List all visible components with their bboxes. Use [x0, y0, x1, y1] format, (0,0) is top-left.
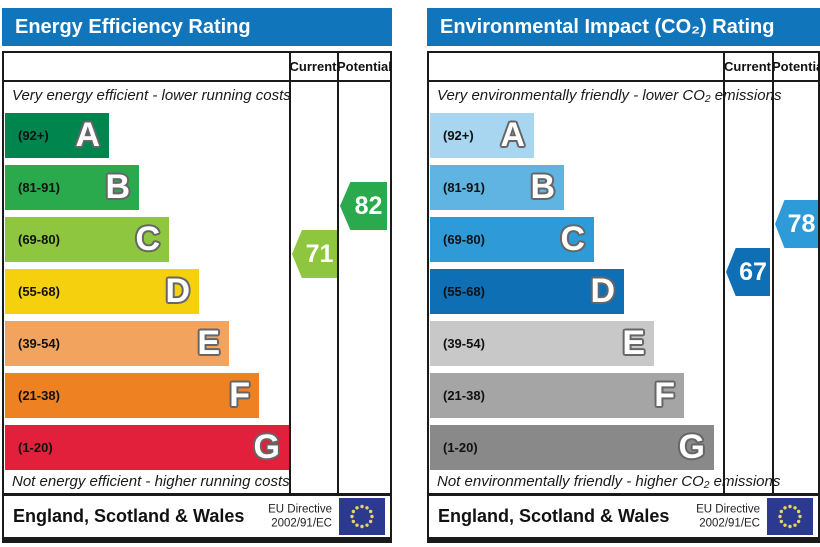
band-range-label: (81-91): [443, 180, 485, 195]
band-letter: F: [229, 376, 250, 414]
column-divider: [337, 53, 339, 493]
band-letter: E: [197, 324, 220, 362]
band-d: (55-68) D: [430, 269, 624, 314]
band-c: (69-80) C: [5, 217, 169, 262]
chart-title: Energy Efficiency Rating: [2, 8, 392, 46]
band-range-label: (55-68): [18, 284, 60, 299]
table-header-row: Current Potential: [429, 53, 820, 82]
band-letter: D: [165, 272, 190, 310]
band-letter: C: [560, 220, 585, 258]
band-range-label: (69-80): [18, 232, 60, 247]
eu-flag-icon: [339, 498, 385, 535]
potential-rating-marker: 78: [775, 200, 818, 248]
band-range-label: (69-80): [443, 232, 485, 247]
band-g: (1-20) G: [5, 425, 289, 470]
chart-title: Environmental Impact (CO₂) Rating: [427, 8, 820, 46]
band-letter: F: [654, 376, 675, 414]
eu-flag-icon: [767, 498, 813, 535]
band-a: (92+) A: [5, 113, 109, 158]
region-label: England, Scotland & Wales: [13, 506, 245, 526]
band-letter: G: [253, 428, 280, 466]
band-range-label: (21-38): [18, 388, 60, 403]
eu-directive-line1: EU Directive: [268, 503, 332, 516]
table-header-row: Current Potential: [4, 53, 392, 82]
column-header-potential: Potential: [337, 59, 392, 74]
band-range-label: (1-20): [18, 440, 53, 455]
band-range-label: (39-54): [443, 336, 485, 351]
band-letter: D: [590, 272, 615, 310]
caption-top: Very environmentally friendly - lower CO…: [437, 87, 782, 104]
band-range-label: (81-91): [18, 180, 60, 195]
potential-rating-value: 78: [787, 209, 816, 238]
band-range-label: (55-68): [443, 284, 485, 299]
caption-bottom: Not energy efficient - higher running co…: [12, 473, 290, 490]
column-header-current: Current: [724, 59, 771, 74]
chart-footer: England, Scotland & Wales EU Directive 2…: [2, 494, 392, 543]
band-b: (81-91) B: [430, 165, 564, 210]
band-letter: B: [530, 168, 555, 206]
eu-directive-label: EU Directive 2002/91/EC: [696, 502, 760, 531]
band-g: (1-20) G: [430, 425, 714, 470]
column-header-current: Current: [289, 59, 337, 74]
eu-directive-line2: 2002/91/EC: [271, 517, 332, 530]
band-range-label: (21-38): [443, 388, 485, 403]
eu-directive-label: EU Directive 2002/91/EC: [268, 502, 332, 531]
band-f: (21-38) F: [5, 373, 259, 418]
band-range-label: (1-20): [443, 440, 478, 455]
current-rating-value: 71: [305, 239, 334, 268]
potential-rating-marker: 82: [340, 182, 387, 230]
band-letter: A: [75, 116, 100, 154]
eu-directive-line2: 2002/91/EC: [699, 517, 760, 530]
band-f: (21-38) F: [430, 373, 684, 418]
column-divider: [772, 53, 774, 493]
chart-footer: England, Scotland & Wales EU Directive 2…: [427, 494, 820, 543]
column-divider: [723, 53, 725, 493]
band-letter: B: [105, 168, 130, 206]
caption-top: Very energy efficient - lower running co…: [12, 87, 291, 104]
band-b: (81-91) B: [5, 165, 139, 210]
current-rating-marker: 67: [726, 248, 770, 296]
column-divider: [289, 53, 291, 493]
band-letter: E: [622, 324, 645, 362]
band-c: (69-80) C: [430, 217, 594, 262]
current-rating-value: 67: [739, 257, 767, 286]
band-range-label: (92+): [443, 128, 474, 143]
band-letter: G: [678, 428, 705, 466]
caption-bottom: Not environmentally friendly - higher CO…: [437, 473, 781, 490]
current-rating-marker: 71: [292, 230, 337, 278]
column-header-potential: Potential: [772, 59, 820, 74]
chart-environmental-impact: Environmental Impact (CO₂) Rating Curren…: [427, 0, 820, 547]
band-range-label: (39-54): [18, 336, 60, 351]
rating-table: Current Potential Very energy efficient …: [2, 51, 392, 495]
band-d: (55-68) D: [5, 269, 199, 314]
chart-energy-efficiency: Energy Efficiency Rating Current Potenti…: [2, 0, 392, 547]
band-a: (92+) A: [430, 113, 534, 158]
eu-directive-line1: EU Directive: [696, 503, 760, 516]
band-range-label: (92+): [18, 128, 49, 143]
band-e: (39-54) E: [430, 321, 654, 366]
rating-table: Current Potential Very environmentally f…: [427, 51, 820, 495]
band-e: (39-54) E: [5, 321, 229, 366]
region-label: England, Scotland & Wales: [438, 506, 670, 526]
band-letter: A: [500, 116, 525, 154]
band-letter: C: [135, 220, 160, 258]
potential-rating-value: 82: [354, 191, 383, 220]
